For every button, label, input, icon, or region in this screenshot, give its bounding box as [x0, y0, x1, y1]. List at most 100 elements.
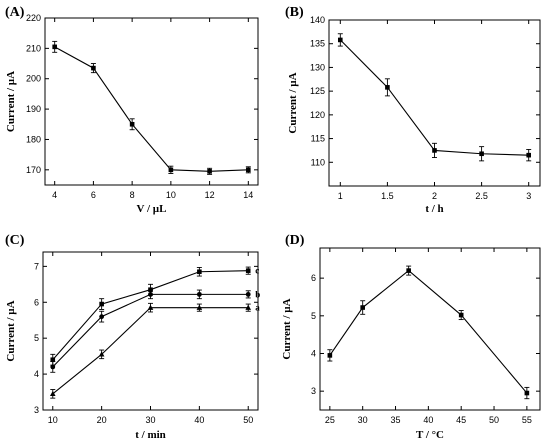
y-tick-label: 3: [34, 405, 39, 415]
data-point: [197, 269, 202, 275]
y-tick-label: 190: [26, 104, 41, 114]
data-point: [207, 169, 212, 174]
y-tick-label: 110: [311, 157, 325, 167]
data-point: [99, 314, 105, 320]
y-tick-label: 200: [26, 74, 41, 84]
y-tick-label: 6: [311, 273, 316, 283]
x-tick-label: 40: [194, 415, 204, 425]
data-point: [52, 44, 57, 50]
y-tick-label: 130: [310, 62, 325, 72]
data-point: [327, 353, 333, 358]
data-point: [526, 152, 531, 158]
y-tick-label: 7: [34, 261, 39, 271]
plot-frame: [44, 17, 259, 186]
data-point: [50, 364, 56, 370]
panel-label: (A): [5, 5, 25, 20]
x-axis-label: t / h: [425, 203, 443, 215]
data-point: [245, 304, 252, 310]
y-tick-label: 3: [311, 386, 316, 396]
x-tick-label: 25: [325, 415, 335, 425]
data-point: [98, 351, 105, 357]
x-axis-label: V / µL: [137, 203, 167, 215]
y-tick-label: 6: [34, 297, 39, 307]
data-point: [524, 390, 530, 396]
x-tick-label: 4: [52, 190, 57, 200]
data-point: [148, 291, 153, 297]
y-axis-label: Current / µA: [287, 72, 299, 133]
x-tick-label: 35: [391, 415, 401, 425]
x-tick-label: 2: [432, 191, 437, 201]
series-line: [329, 269, 528, 394]
x-tick-label: 1.5: [381, 191, 394, 201]
plot-frame: [328, 19, 541, 187]
data-point: [338, 37, 343, 43]
series-label: b: [255, 289, 260, 299]
data-point: [49, 390, 56, 397]
x-tick-label: 50: [489, 415, 499, 425]
series-line: [54, 46, 249, 172]
data-point: [479, 151, 484, 157]
x-tick-label: 1: [338, 191, 343, 201]
data-point: [196, 304, 203, 310]
data-point: [432, 148, 437, 153]
chart-panel-1: (A) 4 6 8 10 12 14 170 180 190 200 210 220 V / µL Curr…: [5, 5, 259, 215]
y-tick-label: 5: [311, 311, 316, 321]
x-tick-label: 30: [145, 415, 155, 425]
y-axis-label: Current / µA: [281, 298, 293, 359]
panel-label: (B): [285, 5, 304, 20]
data-point: [99, 301, 104, 307]
series-label: c: [255, 266, 259, 276]
data-point: [406, 268, 411, 273]
data-point: [147, 304, 154, 310]
panel-label: (C): [5, 233, 25, 248]
data-point: [246, 167, 251, 173]
chart-panel-3: (C) 10 20 30 40 50 3 4 5 6 7 t / min Current / µA c ba: [5, 233, 260, 441]
y-tick-label: 140: [310, 15, 325, 25]
x-tick-label: 45: [456, 415, 466, 425]
data-point: [91, 65, 96, 71]
plot-frame: [42, 251, 259, 411]
y-axis-label: Current / µA: [5, 300, 17, 361]
x-tick-label: 8: [130, 190, 135, 200]
series-line: [339, 39, 529, 156]
y-tick-label: 115: [311, 134, 325, 144]
x-tick-label: 55: [522, 415, 532, 425]
x-tick-label: 10: [166, 190, 176, 200]
x-tick-label: 40: [423, 415, 433, 425]
x-axis-label: t / min: [135, 429, 166, 441]
y-tick-label: 125: [310, 86, 325, 96]
data-point: [196, 291, 202, 297]
series-label: a: [255, 303, 260, 313]
panel-label: (D): [285, 233, 305, 248]
y-tick-label: 170: [26, 165, 41, 175]
x-tick-label: 2.5: [475, 191, 488, 201]
data-point: [245, 291, 251, 297]
y-tick-label: 120: [310, 110, 325, 120]
data-point: [129, 121, 135, 127]
series-line: [52, 307, 249, 395]
x-tick-label: 14: [243, 190, 253, 200]
data-point: [385, 85, 390, 90]
y-tick-label: 5: [34, 333, 39, 343]
y-axis-label: Current / µA: [5, 71, 17, 132]
plot-frame: [319, 247, 541, 411]
data-point: [245, 268, 251, 273]
x-tick-label: 6: [91, 190, 96, 200]
chart-panel-2: (B) 1 1.5 2 2.5 3 110 115 120 125 130 135 140 t / h Cu…: [285, 5, 541, 215]
y-tick-label: 210: [26, 43, 41, 53]
x-tick-label: 20: [97, 415, 107, 425]
x-tick-label: 30: [358, 415, 368, 425]
data-point: [458, 312, 464, 318]
x-tick-label: 3: [526, 191, 531, 201]
data-point: [360, 305, 365, 310]
y-tick-label: 4: [34, 369, 39, 379]
y-tick-label: 180: [26, 134, 41, 144]
data-point: [50, 357, 56, 363]
x-axis-label: T / °C: [416, 429, 444, 441]
data-point: [168, 167, 174, 173]
y-tick-label: 135: [310, 39, 325, 49]
y-tick-label: 220: [26, 13, 41, 23]
x-tick-label: 12: [205, 190, 215, 200]
